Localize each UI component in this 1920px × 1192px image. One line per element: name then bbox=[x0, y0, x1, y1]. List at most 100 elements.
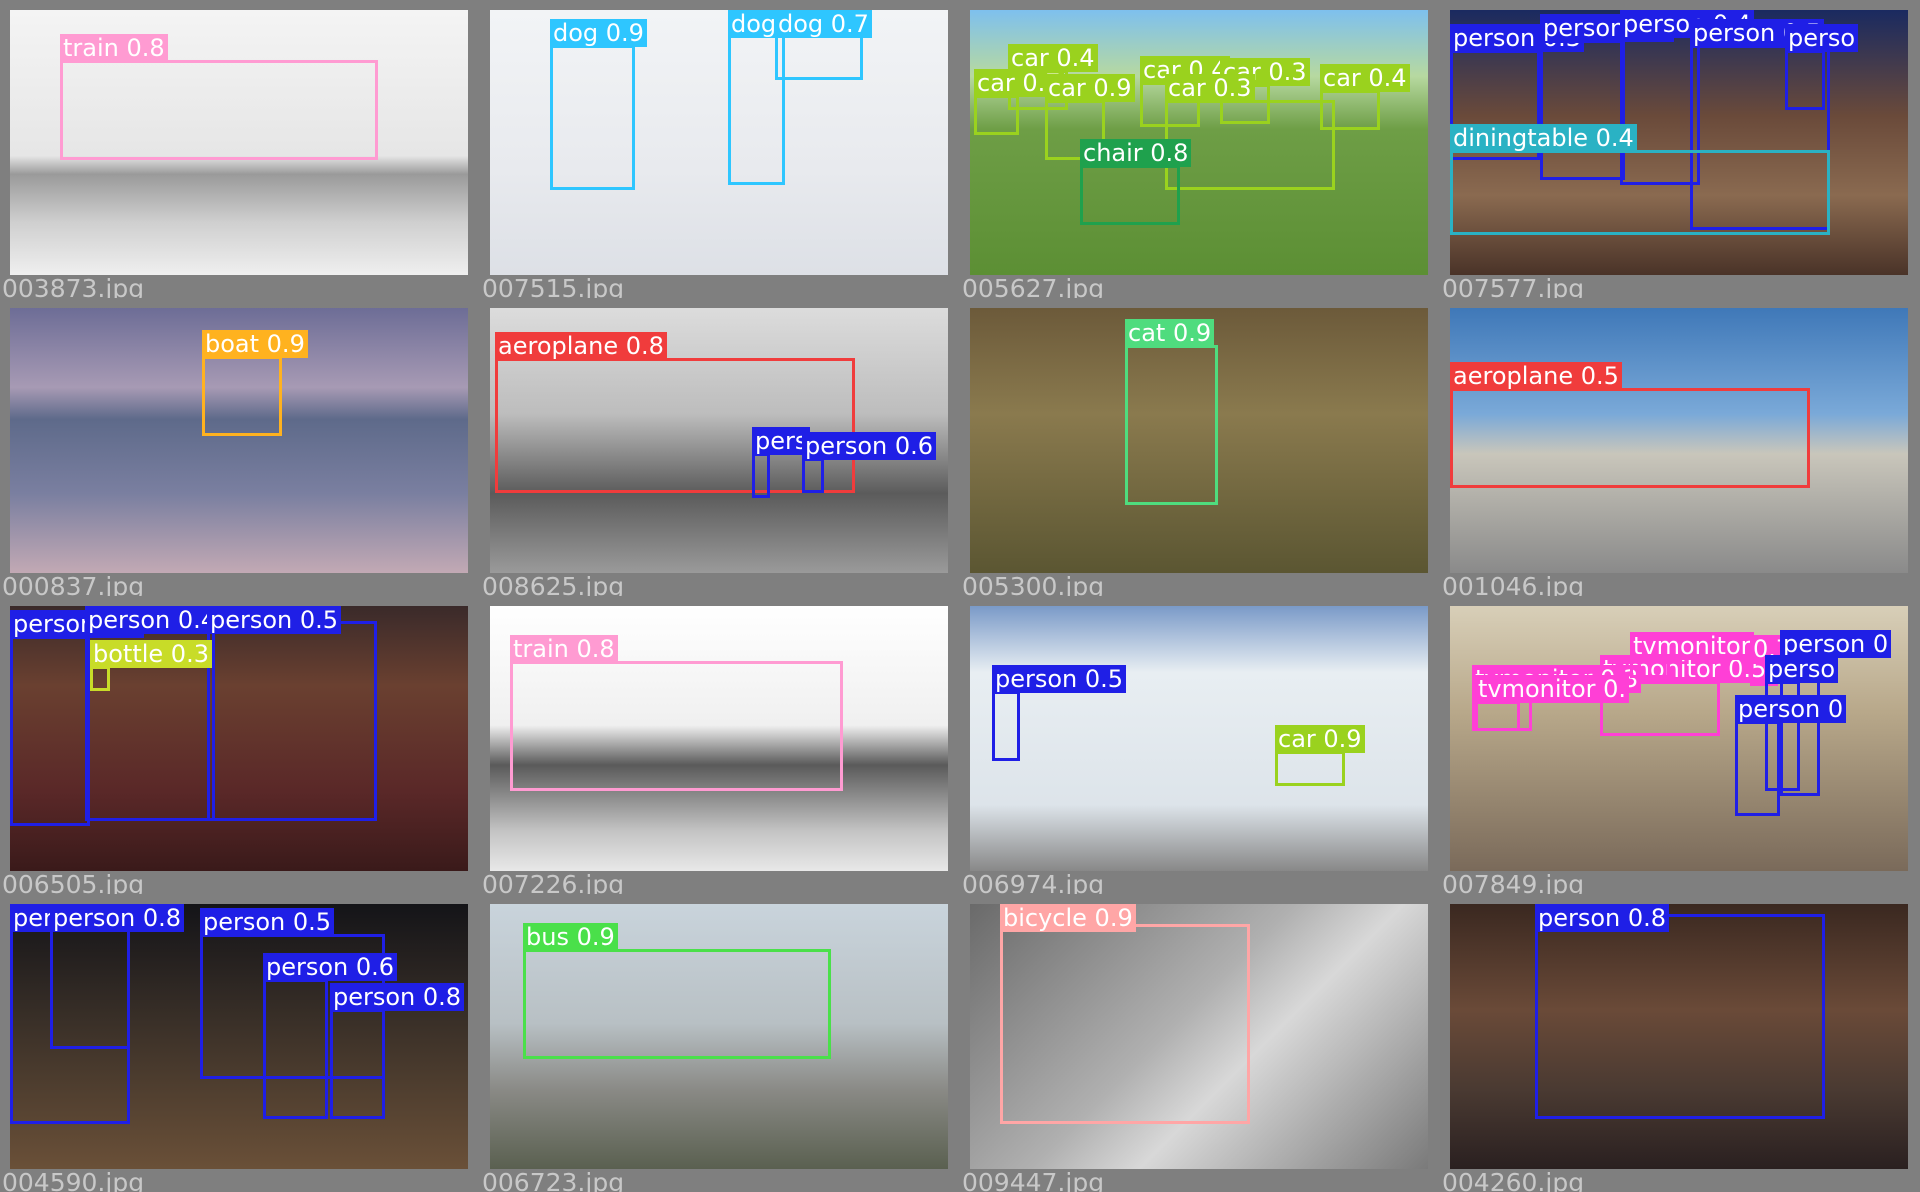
detection-box bbox=[1450, 150, 1830, 235]
tile-filename: 007515.jpg bbox=[482, 274, 625, 298]
detection-label: person 0.6 bbox=[263, 953, 398, 981]
detection-label: tvmonitor 0. bbox=[1475, 675, 1630, 703]
tile-photo: person 0.8 bbox=[1450, 904, 1908, 1169]
mosaic-tile: train 0.8 007226.jpg bbox=[480, 596, 960, 894]
tile-photo: boat 0.9 bbox=[10, 308, 468, 573]
detection-label: person 0 bbox=[1735, 695, 1847, 723]
detection-label: perso bbox=[1765, 655, 1839, 683]
tile-filename: 006974.jpg bbox=[962, 870, 1105, 894]
detection-label: person 0.6 bbox=[802, 432, 937, 460]
detection-label: dog 0.7 bbox=[775, 10, 872, 38]
detection-label: dog 0.9 bbox=[550, 19, 647, 47]
mosaic-tile: aeroplane 0.8 pers person 0.6 008625.jpg bbox=[480, 298, 960, 596]
detection-label: person 0.5 bbox=[207, 606, 342, 634]
detection-label: cat 0.9 bbox=[1125, 319, 1215, 347]
tile-photo: train 0.8 bbox=[490, 606, 948, 871]
detection-box bbox=[1125, 345, 1218, 505]
tile-filename: 009447.jpg bbox=[962, 1168, 1105, 1192]
detection-box bbox=[90, 666, 110, 691]
detection-box bbox=[1000, 924, 1250, 1124]
detection-label: car 0.4 bbox=[1320, 64, 1410, 92]
mosaic-tile: person 0.3 person 0.6 person 0.4 person 0.5… bbox=[1440, 0, 1920, 298]
tile-photo: person 0.8 person 0.8 person 0.5 person 0.6… bbox=[10, 904, 468, 1169]
mosaic-tile: bus 0.9 006723.jpg bbox=[480, 894, 960, 1192]
mosaic-tile: cat 0.9 005300.jpg bbox=[960, 298, 1440, 596]
detection-label: train 0.8 bbox=[510, 635, 618, 663]
detection-box bbox=[523, 949, 831, 1059]
tile-photo: bus 0.9 bbox=[490, 904, 948, 1169]
detection-box bbox=[10, 636, 90, 826]
mosaic-tile: aeroplane 0.5 001046.jpg bbox=[1440, 298, 1920, 596]
detection-label: train 0.8 bbox=[60, 34, 168, 62]
mosaic-tile: bicycle 0.9 009447.jpg bbox=[960, 894, 1440, 1192]
tile-photo: person 0.3 person 0.6 person 0.4 person 0.5… bbox=[1450, 10, 1908, 275]
mosaic-tile: person 0.3 person 0.4 person 0.5 bottle 0.3… bbox=[0, 596, 480, 894]
tile-filename: 006723.jpg bbox=[482, 1168, 625, 1192]
mosaic-tile: car 0.4 car 0.7 car 0.9 car 0.4 car 0.3 car 0… bbox=[960, 0, 1440, 298]
detection-label: aeroplane 0.5 bbox=[1450, 362, 1622, 390]
mosaic-tile: person 0.8 004260.jpg bbox=[1440, 894, 1920, 1192]
detection-label: car 0.9 bbox=[1275, 725, 1365, 753]
tile-photo: aeroplane 0.5 bbox=[1450, 308, 1908, 573]
tile-filename: 007849.jpg bbox=[1442, 870, 1585, 894]
detection-box bbox=[1275, 751, 1345, 786]
detection-box bbox=[974, 95, 1019, 135]
detection-label: diningtable 0.4 bbox=[1450, 124, 1637, 152]
detection-label: person 0.5 bbox=[200, 908, 335, 936]
detection-label: chair 0.8 bbox=[1080, 139, 1192, 167]
tile-filename: 004590.jpg bbox=[2, 1168, 145, 1192]
detection-box bbox=[1475, 701, 1520, 731]
mosaic-tile: person 0.5 car 0.9 006974.jpg bbox=[960, 596, 1440, 894]
mosaic-tile: dog 0.9 dog 0. dog 0.7 007515.jpg bbox=[480, 0, 960, 298]
detection-box bbox=[263, 979, 328, 1119]
tile-photo: bicycle 0.9 bbox=[970, 904, 1428, 1169]
detection-box bbox=[992, 691, 1020, 761]
tile-filename: 007577.jpg bbox=[1442, 274, 1585, 298]
detection-label: person 0 bbox=[1780, 630, 1892, 658]
detection-label: pers bbox=[752, 427, 811, 455]
detection-box bbox=[752, 453, 770, 498]
detection-label: bus 0.9 bbox=[523, 923, 618, 951]
detection-label: bicycle 0.9 bbox=[1000, 904, 1136, 932]
detection-label: person 0.8 bbox=[1535, 904, 1670, 932]
detection-box bbox=[330, 1009, 385, 1119]
detection-box bbox=[207, 621, 377, 821]
tile-photo: dog 0.9 dog 0. dog 0.7 bbox=[490, 10, 948, 275]
detection-box bbox=[510, 661, 843, 791]
tile-photo: person 0.3 person 0.4 person 0.5 bottle 0.3 bbox=[10, 606, 468, 871]
tile-filename: 000837.jpg bbox=[2, 572, 145, 596]
detection-box bbox=[1450, 388, 1810, 488]
mosaic-tile: train 0.8 003873.jpg bbox=[0, 0, 480, 298]
detection-label: car 0.4 bbox=[1008, 44, 1098, 72]
tile-filename: 006505.jpg bbox=[2, 870, 145, 894]
detection-box bbox=[60, 60, 378, 160]
tile-photo: aeroplane 0.8 pers person 0.6 bbox=[490, 308, 948, 573]
tile-photo: train 0.8 bbox=[10, 10, 468, 275]
detection-box bbox=[1320, 90, 1380, 130]
detection-label: person 0.8 bbox=[330, 983, 465, 1011]
detection-label: car 0.3 bbox=[1165, 74, 1255, 102]
tile-filename: 008625.jpg bbox=[482, 572, 625, 596]
detection-label: bottle 0.3 bbox=[90, 640, 212, 668]
detection-box bbox=[1630, 658, 1670, 678]
mosaic-tile: person 0.8 person 0.8 person 0.5 person 0.6… bbox=[0, 894, 480, 1192]
tile-filename: 004260.jpg bbox=[1442, 1168, 1585, 1192]
detection-box bbox=[202, 356, 282, 436]
detection-box bbox=[495, 358, 855, 493]
detection-box bbox=[1080, 165, 1180, 225]
tile-filename: 005300.jpg bbox=[962, 572, 1105, 596]
detection-label: person 0.5 bbox=[992, 665, 1127, 693]
detection-label: person 0.8 bbox=[50, 904, 185, 932]
tile-filename: 003873.jpg bbox=[2, 274, 145, 298]
detection-label: perso bbox=[1785, 24, 1859, 52]
detection-box bbox=[1535, 914, 1825, 1119]
detection-box bbox=[1785, 50, 1825, 110]
mosaic-tile: boat 0.9 000837.jpg bbox=[0, 298, 480, 596]
detection-box bbox=[550, 45, 635, 190]
detection-label: person 0.4 bbox=[85, 606, 220, 634]
detection-label: tvmonitor bbox=[1630, 632, 1754, 660]
detection-label: car 0.9 bbox=[1045, 74, 1135, 102]
